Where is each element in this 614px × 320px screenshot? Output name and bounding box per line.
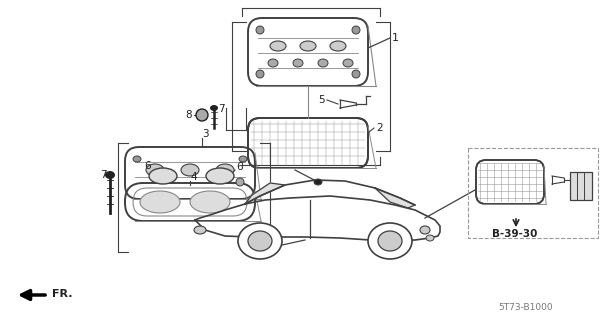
Polygon shape <box>375 188 415 208</box>
Text: 6: 6 <box>236 162 243 172</box>
Text: 8: 8 <box>185 110 192 120</box>
Ellipse shape <box>181 164 199 176</box>
Bar <box>198 111 206 119</box>
Ellipse shape <box>420 226 430 234</box>
Ellipse shape <box>194 226 206 234</box>
Text: FR.: FR. <box>52 289 72 299</box>
Ellipse shape <box>236 178 244 186</box>
Ellipse shape <box>190 191 230 213</box>
Text: 4: 4 <box>190 172 196 182</box>
Text: 7: 7 <box>218 104 225 114</box>
Ellipse shape <box>352 26 360 34</box>
Ellipse shape <box>133 156 141 162</box>
Ellipse shape <box>330 41 346 51</box>
Text: 5: 5 <box>318 95 325 105</box>
Ellipse shape <box>206 168 234 184</box>
Ellipse shape <box>149 168 177 184</box>
Ellipse shape <box>378 231 402 251</box>
Ellipse shape <box>210 105 218 111</box>
Ellipse shape <box>293 59 303 67</box>
Ellipse shape <box>256 70 264 78</box>
Bar <box>468 148 598 238</box>
Ellipse shape <box>239 156 247 162</box>
Polygon shape <box>245 183 285 204</box>
Ellipse shape <box>314 179 322 185</box>
Bar <box>570 172 592 200</box>
Ellipse shape <box>318 59 328 67</box>
Text: 1: 1 <box>392 33 399 43</box>
Ellipse shape <box>268 59 278 67</box>
Ellipse shape <box>140 191 180 213</box>
Ellipse shape <box>196 109 208 121</box>
Ellipse shape <box>352 70 360 78</box>
Text: 5T73-B1000: 5T73-B1000 <box>498 303 553 313</box>
Ellipse shape <box>368 223 412 259</box>
Text: B-39-30: B-39-30 <box>492 229 537 239</box>
Ellipse shape <box>270 41 286 51</box>
Text: 6: 6 <box>144 161 150 171</box>
Ellipse shape <box>300 41 316 51</box>
Text: 3: 3 <box>202 129 209 139</box>
Ellipse shape <box>343 59 353 67</box>
Ellipse shape <box>216 164 234 176</box>
Text: 2: 2 <box>376 123 383 133</box>
Ellipse shape <box>238 223 282 259</box>
Text: 7: 7 <box>100 170 107 180</box>
Ellipse shape <box>146 164 164 176</box>
Ellipse shape <box>256 26 264 34</box>
Ellipse shape <box>248 231 272 251</box>
Ellipse shape <box>105 171 115 179</box>
Ellipse shape <box>426 235 434 241</box>
